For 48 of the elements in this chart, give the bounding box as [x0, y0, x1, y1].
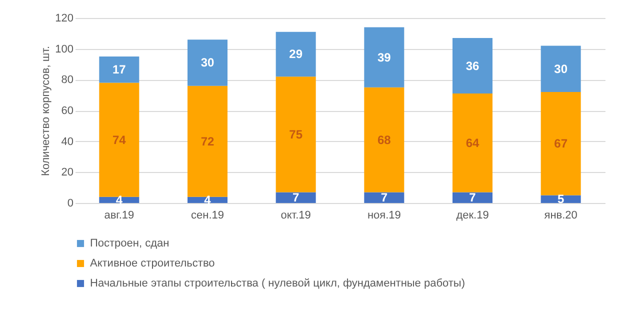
legend-label: Активное строительство [90, 258, 215, 270]
legend-label: Начальные этапы строительства ( нулевой цикл, фундаментные работы) [90, 278, 466, 290]
data-label: 74 [112, 132, 126, 147]
y-axis-title: Количество корпусов, шт. [40, 46, 52, 176]
bar [452, 192, 492, 203]
data-label: 30 [554, 62, 568, 76]
data-label: 30 [200, 56, 214, 70]
data-label: 29 [289, 47, 303, 62]
bar [540, 46, 581, 92]
bar [364, 192, 404, 203]
data-label: 75 [289, 127, 303, 142]
x-tick-label: авг.19 [104, 210, 134, 222]
y-tick-label: 20 [61, 166, 74, 179]
y-tick-label: 120 [55, 12, 74, 24]
y-tick-label: 40 [61, 136, 74, 148]
bar [276, 76, 316, 192]
bar [188, 86, 228, 197]
bar [452, 38, 492, 94]
data-label: 68 [377, 132, 392, 147]
data-label: 7 [292, 190, 300, 205]
x-tick-label: ноя.19 [367, 210, 401, 222]
data-label: 67 [554, 136, 568, 151]
data-label: 7 [380, 190, 388, 205]
data-label: 72 [200, 134, 214, 148]
data-label: 64 [466, 136, 480, 150]
y-tick-label: 60 [61, 105, 74, 117]
y-tick-label: 100 [55, 43, 74, 56]
bar [364, 87, 404, 192]
data-label: 7 [469, 190, 476, 205]
x-tick-label: сен.19 [191, 210, 224, 222]
x-tick-label: янв.20 [544, 210, 578, 222]
x-tick-label: дек.19 [456, 210, 489, 222]
bar [452, 94, 492, 192]
y-tick-label: 0 [67, 198, 74, 210]
bar [188, 40, 228, 86]
x-tick-label: окт.19 [280, 210, 311, 222]
data-label: 5 [557, 192, 564, 206]
data-label: 39 [377, 50, 392, 64]
bar [99, 82, 140, 197]
data-label: 17 [112, 62, 126, 77]
bar [276, 32, 316, 77]
bar [540, 92, 581, 196]
legend-label: Построен, сдан [90, 238, 170, 250]
bar [276, 192, 316, 203]
bar [99, 56, 140, 83]
bar [364, 27, 404, 88]
y-tick-label: 80 [61, 74, 74, 86]
data-label: 36 [466, 58, 480, 73]
